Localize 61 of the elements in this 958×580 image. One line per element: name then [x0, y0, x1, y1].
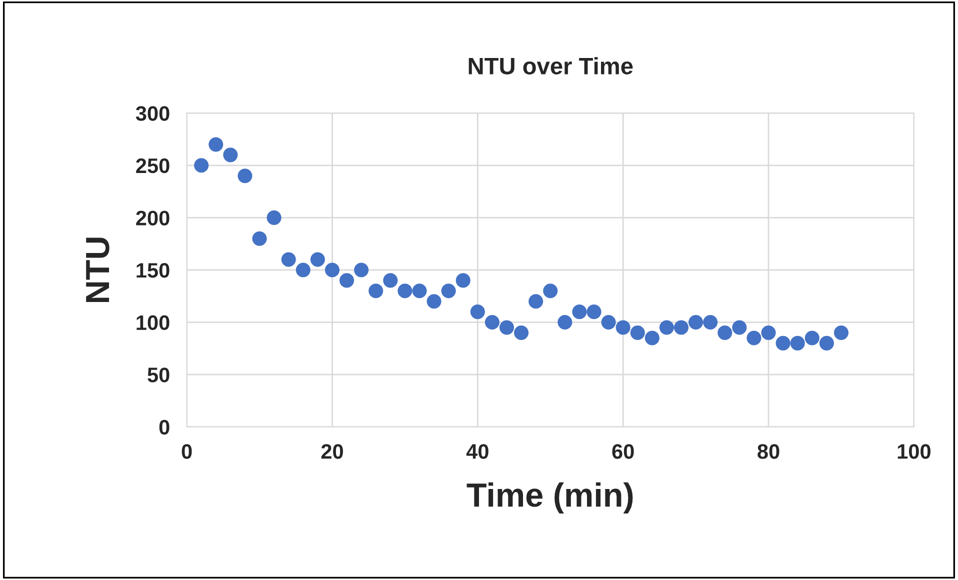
- y-tick-label: 50: [148, 368, 170, 382]
- point: [732, 320, 747, 335]
- point: [514, 325, 529, 340]
- point: [368, 284, 384, 298]
- x-tick-label: 0: [182, 444, 192, 459]
- y-tick-label: 0: [159, 420, 170, 435]
- point: [223, 148, 238, 162]
- point: [324, 262, 340, 278]
- point: [746, 330, 762, 346]
- x-tick-label: 40: [466, 444, 488, 459]
- x-tick-label: 20: [321, 444, 343, 459]
- point: [804, 330, 820, 346]
- point: [572, 304, 587, 320]
- point: [586, 304, 602, 320]
- point: [441, 284, 456, 298]
- point: [776, 336, 790, 350]
- point: [601, 315, 616, 330]
- y-tick-label: 150: [136, 262, 170, 278]
- y-tick-label: 100: [136, 315, 170, 330]
- point: [528, 294, 544, 309]
- point: [470, 304, 485, 320]
- x-axis-title: Time (min): [466, 482, 633, 514]
- chart-title: NTU over Time: [468, 57, 633, 74]
- point: [238, 168, 252, 184]
- point: [208, 137, 224, 152]
- point: [703, 315, 718, 330]
- point: [383, 273, 398, 288]
- point: [398, 284, 412, 298]
- point: [790, 336, 805, 350]
- x-tick-label: 60: [612, 444, 634, 459]
- point: [499, 320, 514, 335]
- point: [834, 325, 849, 340]
- point: [718, 325, 732, 340]
- y-tick-label: 250: [136, 158, 170, 174]
- point: [616, 320, 630, 335]
- y-tick-label: 200: [136, 210, 170, 226]
- point: [688, 315, 704, 330]
- point: [659, 320, 674, 335]
- y-tick-label: 300: [136, 106, 170, 121]
- point: [630, 325, 645, 340]
- point: [558, 315, 572, 330]
- point: [674, 320, 689, 335]
- y-axis-title: NTU: [86, 238, 110, 302]
- point: [339, 273, 354, 288]
- point: [819, 336, 834, 350]
- point: [484, 315, 500, 330]
- point: [194, 158, 209, 173]
- x-tick-label: 100: [898, 444, 930, 459]
- point: [412, 284, 427, 298]
- point: [252, 231, 267, 246]
- point: [296, 262, 310, 278]
- point: [281, 252, 296, 267]
- point: [644, 330, 660, 346]
- x-tick-label: 80: [758, 444, 780, 459]
- point: [266, 210, 282, 225]
- point: [543, 284, 558, 298]
- point: [426, 294, 442, 309]
- point: [310, 252, 325, 267]
- point: [354, 262, 369, 278]
- point: [456, 273, 470, 288]
- point: [761, 325, 776, 340]
